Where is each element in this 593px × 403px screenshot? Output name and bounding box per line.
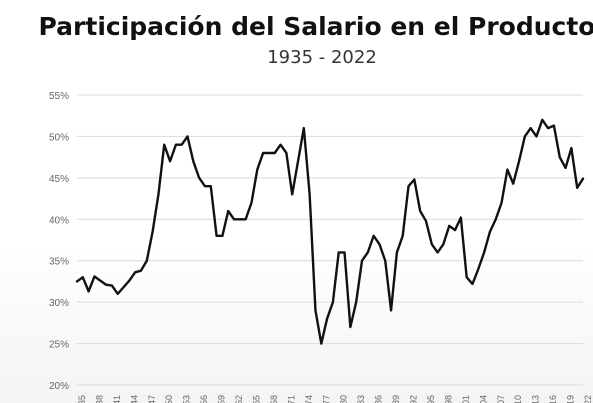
x-tick-label: 86 [374,395,384,403]
y-tick-label: 20% [49,381,69,392]
x-tick-label: 77 [321,395,331,403]
chart-subtitle: 1935 - 2022 [267,47,377,68]
x-tick-label: 65 [251,395,261,403]
x-tick-label: 16 [548,395,558,403]
x-tick-label: 10 [513,395,523,403]
y-tick-label: 45% [49,174,69,185]
x-tick-label: 68 [269,395,279,403]
x-tick-label: 19 [566,395,576,403]
x-tick-label: 22 [583,395,593,403]
y-tick-label: 40% [49,215,69,226]
x-tick-label: 74 [304,395,314,403]
y-tick-label: 55% [49,91,69,102]
x-tick-label: 62 [234,395,244,403]
series-line [75,118,585,345]
y-tick-label: 35% [49,257,69,268]
x-tick-label: 01 [461,395,471,403]
x-axis-labels: 35 38 41 44 47 50 53 56 59 62 65 68 71 74 77 80 83 86 89 92… [77,395,593,403]
y-tick-label: 50% [49,132,69,143]
y-axis-labels: 20% 25% 30% 35% 40% 45% 50% 55% [49,91,69,392]
x-tick-label: 98 [443,395,453,403]
x-tick-label: 56 [199,395,209,403]
x-tick-label: 35 [77,395,87,403]
chart-title: Participación del Salario en el Producto [39,12,593,41]
x-tick-label: 89 [391,395,401,403]
y-tick-label: 25% [49,340,69,351]
y-tick-label: 30% [49,298,69,309]
x-tick-label: 92 [409,395,419,403]
x-tick-label: 41 [112,395,122,403]
x-tick-label: 53 [182,395,192,403]
x-tick-label: 71 [286,395,296,403]
x-tick-label: 95 [426,395,436,403]
x-tick-label: 59 [217,395,227,403]
x-tick-label: 50 [164,395,174,403]
gridlines [77,94,583,386]
x-tick-label: 47 [147,395,157,403]
x-tick-label: 83 [356,395,366,403]
series-group [75,118,585,345]
x-tick-label: 04 [478,395,488,403]
x-tick-label: 80 [339,395,349,403]
x-tick-label: 44 [129,395,139,403]
x-tick-label: 38 [94,395,104,403]
x-tick-label: 13 [531,395,541,403]
x-tick-label: 07 [496,395,506,403]
